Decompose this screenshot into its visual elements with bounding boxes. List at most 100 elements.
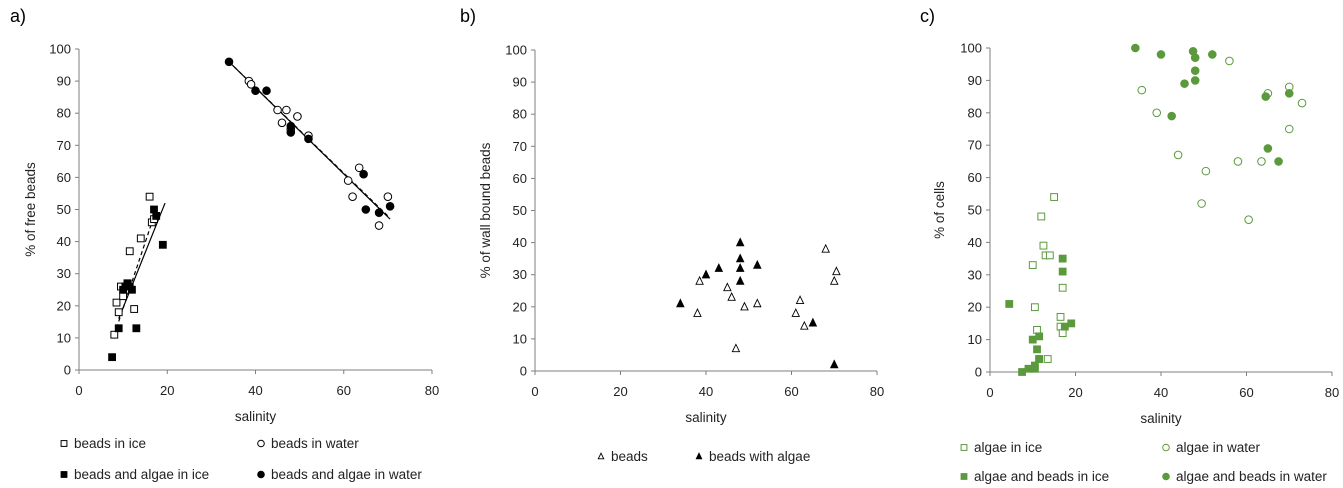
data-point	[1297, 98, 1307, 108]
y-axis-title: % of free beads	[23, 162, 38, 257]
data-point	[150, 205, 158, 214]
data-point	[125, 247, 134, 256]
data-point	[383, 192, 393, 201]
data-point	[753, 298, 762, 308]
data-point	[136, 234, 145, 243]
data-point	[693, 308, 702, 317]
legend-marker	[960, 473, 968, 480]
data-point	[1244, 215, 1253, 225]
y-tick-label: 100	[505, 43, 527, 58]
data-point	[145, 192, 154, 201]
y-tick-label: 90	[57, 74, 71, 89]
data-point	[128, 285, 136, 294]
y-tick-label: 80	[513, 107, 527, 122]
y-tick-label: 20	[968, 300, 982, 315]
data-point	[354, 163, 364, 173]
data-point	[1208, 50, 1217, 59]
data-point	[1043, 355, 1052, 363]
data-point	[1030, 303, 1039, 312]
legend-marker	[257, 439, 265, 448]
data-point	[1058, 267, 1067, 276]
data-point	[735, 237, 745, 247]
y-tick-label: 50	[513, 203, 527, 218]
data-point	[385, 201, 395, 211]
series-beads-in-water	[244, 76, 393, 230]
data-point	[114, 308, 123, 317]
data-point	[735, 275, 745, 285]
series-algae-and-beads-in-ice	[1005, 254, 1076, 376]
x-tick-label: 40	[248, 383, 262, 398]
x-tick-label: 40	[1154, 385, 1168, 400]
legend-marker	[597, 452, 605, 460]
legend-marker	[1162, 443, 1170, 452]
data-point	[832, 266, 841, 276]
data-point	[701, 269, 711, 279]
data-point	[348, 192, 357, 201]
x-axis-title: salinity	[1140, 411, 1182, 426]
data-point	[714, 263, 724, 272]
y-tick-label: 50	[968, 203, 982, 218]
x-tick-label: 0	[75, 383, 82, 398]
data-point	[374, 208, 384, 218]
data-point	[1274, 157, 1283, 166]
data-point	[108, 353, 116, 362]
legend-label: beads and algae in ice	[74, 467, 209, 482]
data-point	[753, 259, 762, 269]
data-point	[1030, 364, 1039, 373]
y-tick-label: 100	[49, 42, 71, 57]
series-algae-in-ice	[1028, 193, 1067, 363]
y-tick-label: 30	[57, 266, 71, 281]
data-point	[1058, 329, 1067, 338]
data-point	[158, 240, 167, 249]
y-tick-label: 30	[968, 267, 982, 282]
legend-label: algae and beads in ice	[974, 469, 1109, 484]
data-point	[735, 263, 745, 272]
data-point	[262, 86, 271, 96]
data-point	[1152, 108, 1162, 118]
data-point	[304, 134, 313, 144]
data-point	[727, 291, 736, 301]
legend-label: beads	[611, 449, 648, 464]
y-tick-label: 10	[513, 331, 527, 346]
y-axis-title: % of cells	[932, 181, 947, 239]
y-tick-label: 70	[513, 139, 527, 154]
legend-marker	[60, 440, 68, 447]
x-tick-label: 40	[699, 384, 713, 399]
data-point	[1039, 241, 1048, 250]
legend-marker	[960, 444, 968, 451]
data-point	[829, 359, 839, 369]
legend-label: beads with algae	[709, 449, 810, 464]
data-point	[1190, 53, 1200, 63]
legend-marker	[1162, 472, 1170, 481]
y-tick-label: 80	[57, 106, 71, 121]
series-beads-with-algae	[676, 237, 839, 369]
data-point	[1173, 150, 1183, 160]
legend-label: beads in water	[271, 436, 359, 451]
legend-marker	[60, 471, 68, 478]
data-point	[723, 282, 732, 292]
data-point	[1028, 261, 1037, 269]
data-point	[1035, 355, 1044, 363]
panel-label: a)	[10, 6, 26, 26]
y-tick-label: 60	[57, 170, 71, 185]
x-tick-label: 80	[870, 384, 884, 399]
y-tick-label: 60	[968, 170, 982, 185]
x-axis-title: salinity	[685, 410, 727, 425]
data-point	[1257, 157, 1266, 166]
y-tick-label: 10	[57, 330, 71, 345]
series-beads-and-algae-in-ice	[108, 205, 167, 362]
data-point	[821, 243, 830, 253]
y-tick-label: 40	[57, 234, 71, 249]
y-tick-label: 0	[64, 363, 71, 378]
y-tick-label: 50	[57, 202, 71, 217]
x-tick-label: 0	[986, 385, 993, 400]
data-point	[735, 253, 745, 263]
data-point	[1018, 368, 1026, 376]
data-point	[1050, 193, 1059, 201]
data-point	[695, 275, 704, 285]
data-point	[374, 221, 384, 230]
data-point	[1263, 144, 1273, 153]
data-point	[1045, 251, 1054, 260]
data-point	[829, 275, 839, 285]
y-tick-label: 70	[57, 138, 71, 153]
